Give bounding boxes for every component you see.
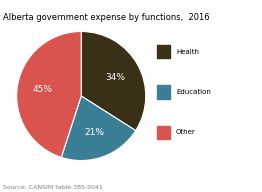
Bar <box>157 45 170 58</box>
Text: Alberta government expense by functions,  2016: Alberta government expense by functions,… <box>3 13 209 22</box>
Text: Source: CANSIM table 385-0041: Source: CANSIM table 385-0041 <box>3 185 102 190</box>
Text: 45%: 45% <box>33 85 53 94</box>
Wedge shape <box>17 31 81 157</box>
Text: 34%: 34% <box>105 73 125 82</box>
Wedge shape <box>61 96 136 161</box>
Wedge shape <box>81 31 146 131</box>
Text: Other: Other <box>176 129 196 135</box>
Bar <box>157 126 170 139</box>
Text: 21%: 21% <box>84 128 104 137</box>
Text: Education: Education <box>176 89 211 95</box>
Text: Health: Health <box>176 49 199 55</box>
Bar <box>157 85 170 99</box>
